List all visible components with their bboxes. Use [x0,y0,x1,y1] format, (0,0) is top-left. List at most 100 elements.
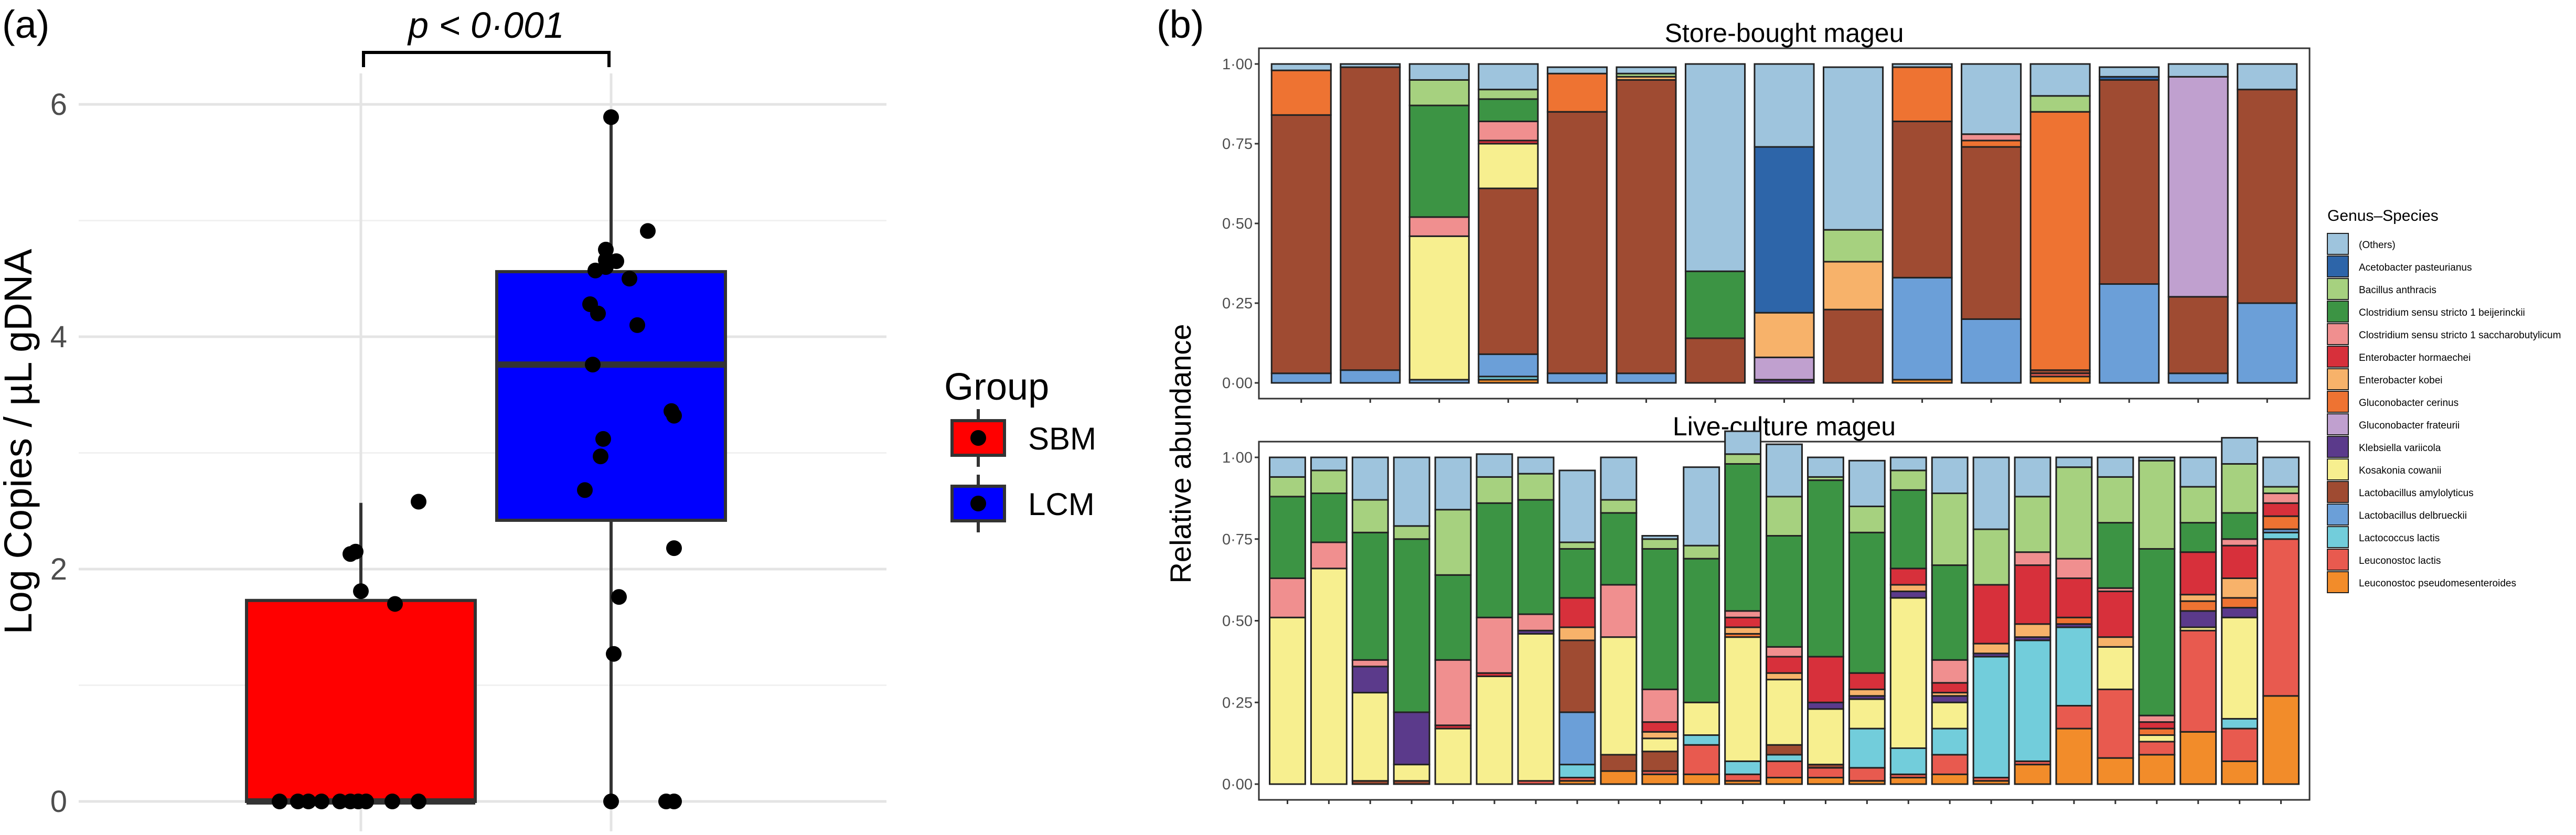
y-tick-label: 0·25 [1222,295,1253,312]
stacked-bar [1822,66,1884,384]
data-point [590,305,606,322]
bar-segment [2237,63,2298,91]
stacked-bar [1683,466,1720,785]
stacked-bar [1558,469,1596,785]
bar-segment [1807,777,1844,785]
bar-segment [1558,764,1596,779]
taxa-legend-label: Clostridium sensu stricto 1 beijerinckii [2359,307,2525,318]
bar-segment [2179,594,2217,602]
bar-segment [1848,672,1886,690]
stacked-bar [1754,63,1815,384]
y-tick-label: 6 [50,88,67,122]
bar-segment [2221,727,2259,762]
bar-segment [1766,744,1803,756]
bar-segment [1724,760,1762,775]
bar-segment [1891,120,1953,279]
bar-segment [1766,656,1803,674]
bar-segment [2262,515,2300,530]
bar-segment [1641,535,1679,540]
bar-segment [1351,499,1389,533]
bar-segment [1807,479,1844,658]
bar-segment [1340,369,1401,384]
stacked-bar [1546,66,1608,384]
stacked-bar [2099,66,2160,384]
data-point [666,408,682,424]
bar-segment [2097,636,2134,648]
taxa-legend-entry: Acetobacter pasteurianus [2327,255,2472,277]
bar-segment [1724,616,1762,628]
data-point [595,431,611,447]
bar-segment [1754,146,1815,314]
bar-segment [1558,548,1596,599]
bar-segment [1600,512,1638,586]
data-point [411,794,426,809]
box-lcm [495,270,727,522]
stacked-bar [2179,456,2217,785]
legend-key-point [970,430,986,446]
stacked-bar [1724,430,1762,785]
bar-segment [1807,767,1844,779]
legend-entry-sbm: SBM [950,409,1096,467]
stacked-bar [2138,456,2176,785]
bar-segment [2138,741,2176,756]
taxa-legend-label: Klebsiella variicola [2359,443,2441,454]
bar-segment [1889,590,1927,599]
taxa-legend-entry: Leuconostoc pseudomesenteroides [2327,571,2516,593]
bar-segment [1434,727,1472,785]
y-tick-label: 0·75 [1222,136,1253,153]
bar-segment [2055,727,2093,785]
bar-segment [1931,564,1969,661]
bar-segment [2014,456,2051,498]
bar-segment [1478,143,1539,189]
taxa-legend-entry: Gluconobacter cerinus [2327,391,2459,413]
bar-segment [1683,466,1720,547]
bar-segment [2221,718,2259,730]
facet-title: Live-culture mageu [1673,412,1896,441]
taxa-legend-label: (Others) [2359,240,2396,251]
data-point [353,583,369,600]
stacked-bar [1478,63,1539,384]
stacked-bar [2029,63,2091,384]
taxa-legend-entry: Lactobacillus amylolyticus [2327,481,2474,503]
bar-segment [1891,63,1953,68]
bar-segment [1517,633,1555,782]
bar-segment [1931,695,1969,703]
bar-segment [1270,69,1332,116]
y-tick-label: 4 [50,320,67,354]
bar-segment [1600,584,1638,638]
bar-segment [1517,473,1555,501]
bar-segment [2179,456,2217,488]
bar-segment [2167,76,2229,298]
taxa-legend-entry: Clostridium sensu stricto 1 saccharobuty… [2327,323,2561,345]
taxa-legend-key [2327,436,2349,458]
bar-segment [1889,597,1927,749]
data-point [387,596,403,612]
bar-segment [2099,66,2160,78]
bar-segment [1931,727,1969,756]
bar-segment [1310,456,1348,472]
stacked-bar [1476,453,1513,785]
bar-segment [1822,261,1884,311]
bar-segment [1408,63,1470,81]
taxa-legend-key [2327,504,2349,526]
bar-segment [1478,187,1539,355]
bar-segment [1393,711,1430,766]
bar-segment [2014,564,2051,625]
stacked-bar [1517,456,1555,785]
stacked-bar [1270,63,1332,384]
bar-segment [2138,548,2176,716]
bar-segment [2097,522,2134,589]
box-sbm [245,598,477,804]
bar-segment [2179,610,2217,628]
bar-segment [1641,538,1679,550]
bar-segment [1517,613,1555,631]
pvalue-bracket [362,51,611,67]
panel-a-boxes [245,117,727,805]
data-point [585,357,601,373]
bar-segment [1683,544,1720,560]
bar-segment [2138,714,2176,723]
taxa-legend-label: Bacillus anthracis [2359,285,2436,296]
bar-segment [2055,558,2093,580]
bar-segment [2221,597,2259,609]
